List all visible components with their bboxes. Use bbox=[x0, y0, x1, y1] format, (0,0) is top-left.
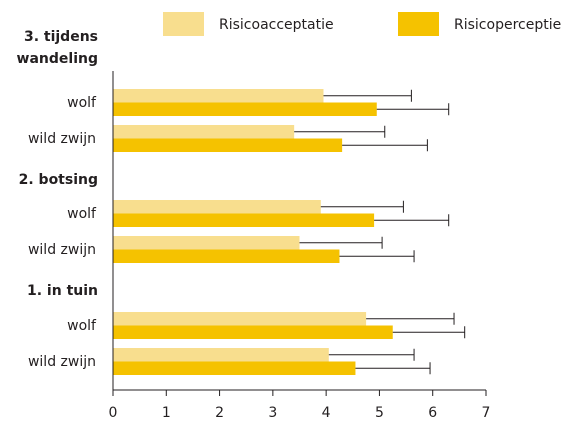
row-label: wolf bbox=[67, 206, 97, 222]
bar-perceptie bbox=[113, 102, 377, 116]
bar-perceptie bbox=[113, 249, 340, 263]
bar-acceptatie bbox=[113, 312, 367, 326]
x-tick-label: 3 bbox=[268, 405, 277, 421]
bar-perceptie bbox=[113, 138, 343, 152]
legend-swatch-acceptatie bbox=[163, 12, 204, 36]
bar-perceptie bbox=[113, 213, 375, 227]
group-title: 2. botsing bbox=[19, 172, 98, 188]
x-tick-label: 1 bbox=[162, 405, 171, 421]
axes: 0 1 2 3 4 5 6 7 bbox=[109, 71, 491, 421]
bar-acceptatie bbox=[113, 236, 300, 250]
bar-acceptatie bbox=[113, 125, 295, 139]
row-label: wild zwijn bbox=[28, 131, 96, 147]
bars bbox=[113, 89, 466, 375]
row-label: wolf bbox=[67, 95, 97, 111]
group-title: wandeling bbox=[17, 51, 98, 67]
legend-swatch-perceptie bbox=[398, 12, 439, 36]
group-title: 3. tijdens bbox=[24, 29, 98, 45]
row-label: wild zwijn bbox=[28, 242, 96, 258]
x-tick-label: 2 bbox=[215, 405, 224, 421]
bar-perceptie bbox=[113, 325, 393, 339]
x-tick-label: 7 bbox=[482, 405, 491, 421]
x-tick-label: 0 bbox=[109, 405, 118, 421]
row-labels: 3. tijdens wandeling wolf wild zwijn 2. bots… bbox=[17, 29, 98, 370]
row-label: wild zwijn bbox=[28, 354, 96, 370]
bar-acceptatie bbox=[113, 89, 324, 103]
legend-label-acceptatie: Risicoacceptatie bbox=[219, 17, 334, 33]
row-label: wolf bbox=[67, 318, 97, 334]
x-tick-label: 6 bbox=[428, 405, 437, 421]
bar-acceptatie bbox=[113, 348, 329, 362]
x-tick-label: 5 bbox=[375, 405, 384, 421]
x-tick-label: 4 bbox=[322, 405, 331, 421]
legend-label-perceptie: Risicoperceptie bbox=[454, 17, 561, 33]
legend: Risicoacceptatie Risicoperceptie bbox=[163, 12, 561, 36]
group-title: 1. in tuin bbox=[27, 283, 98, 299]
bar-acceptatie bbox=[113, 200, 321, 214]
bar-perceptie bbox=[113, 361, 356, 375]
